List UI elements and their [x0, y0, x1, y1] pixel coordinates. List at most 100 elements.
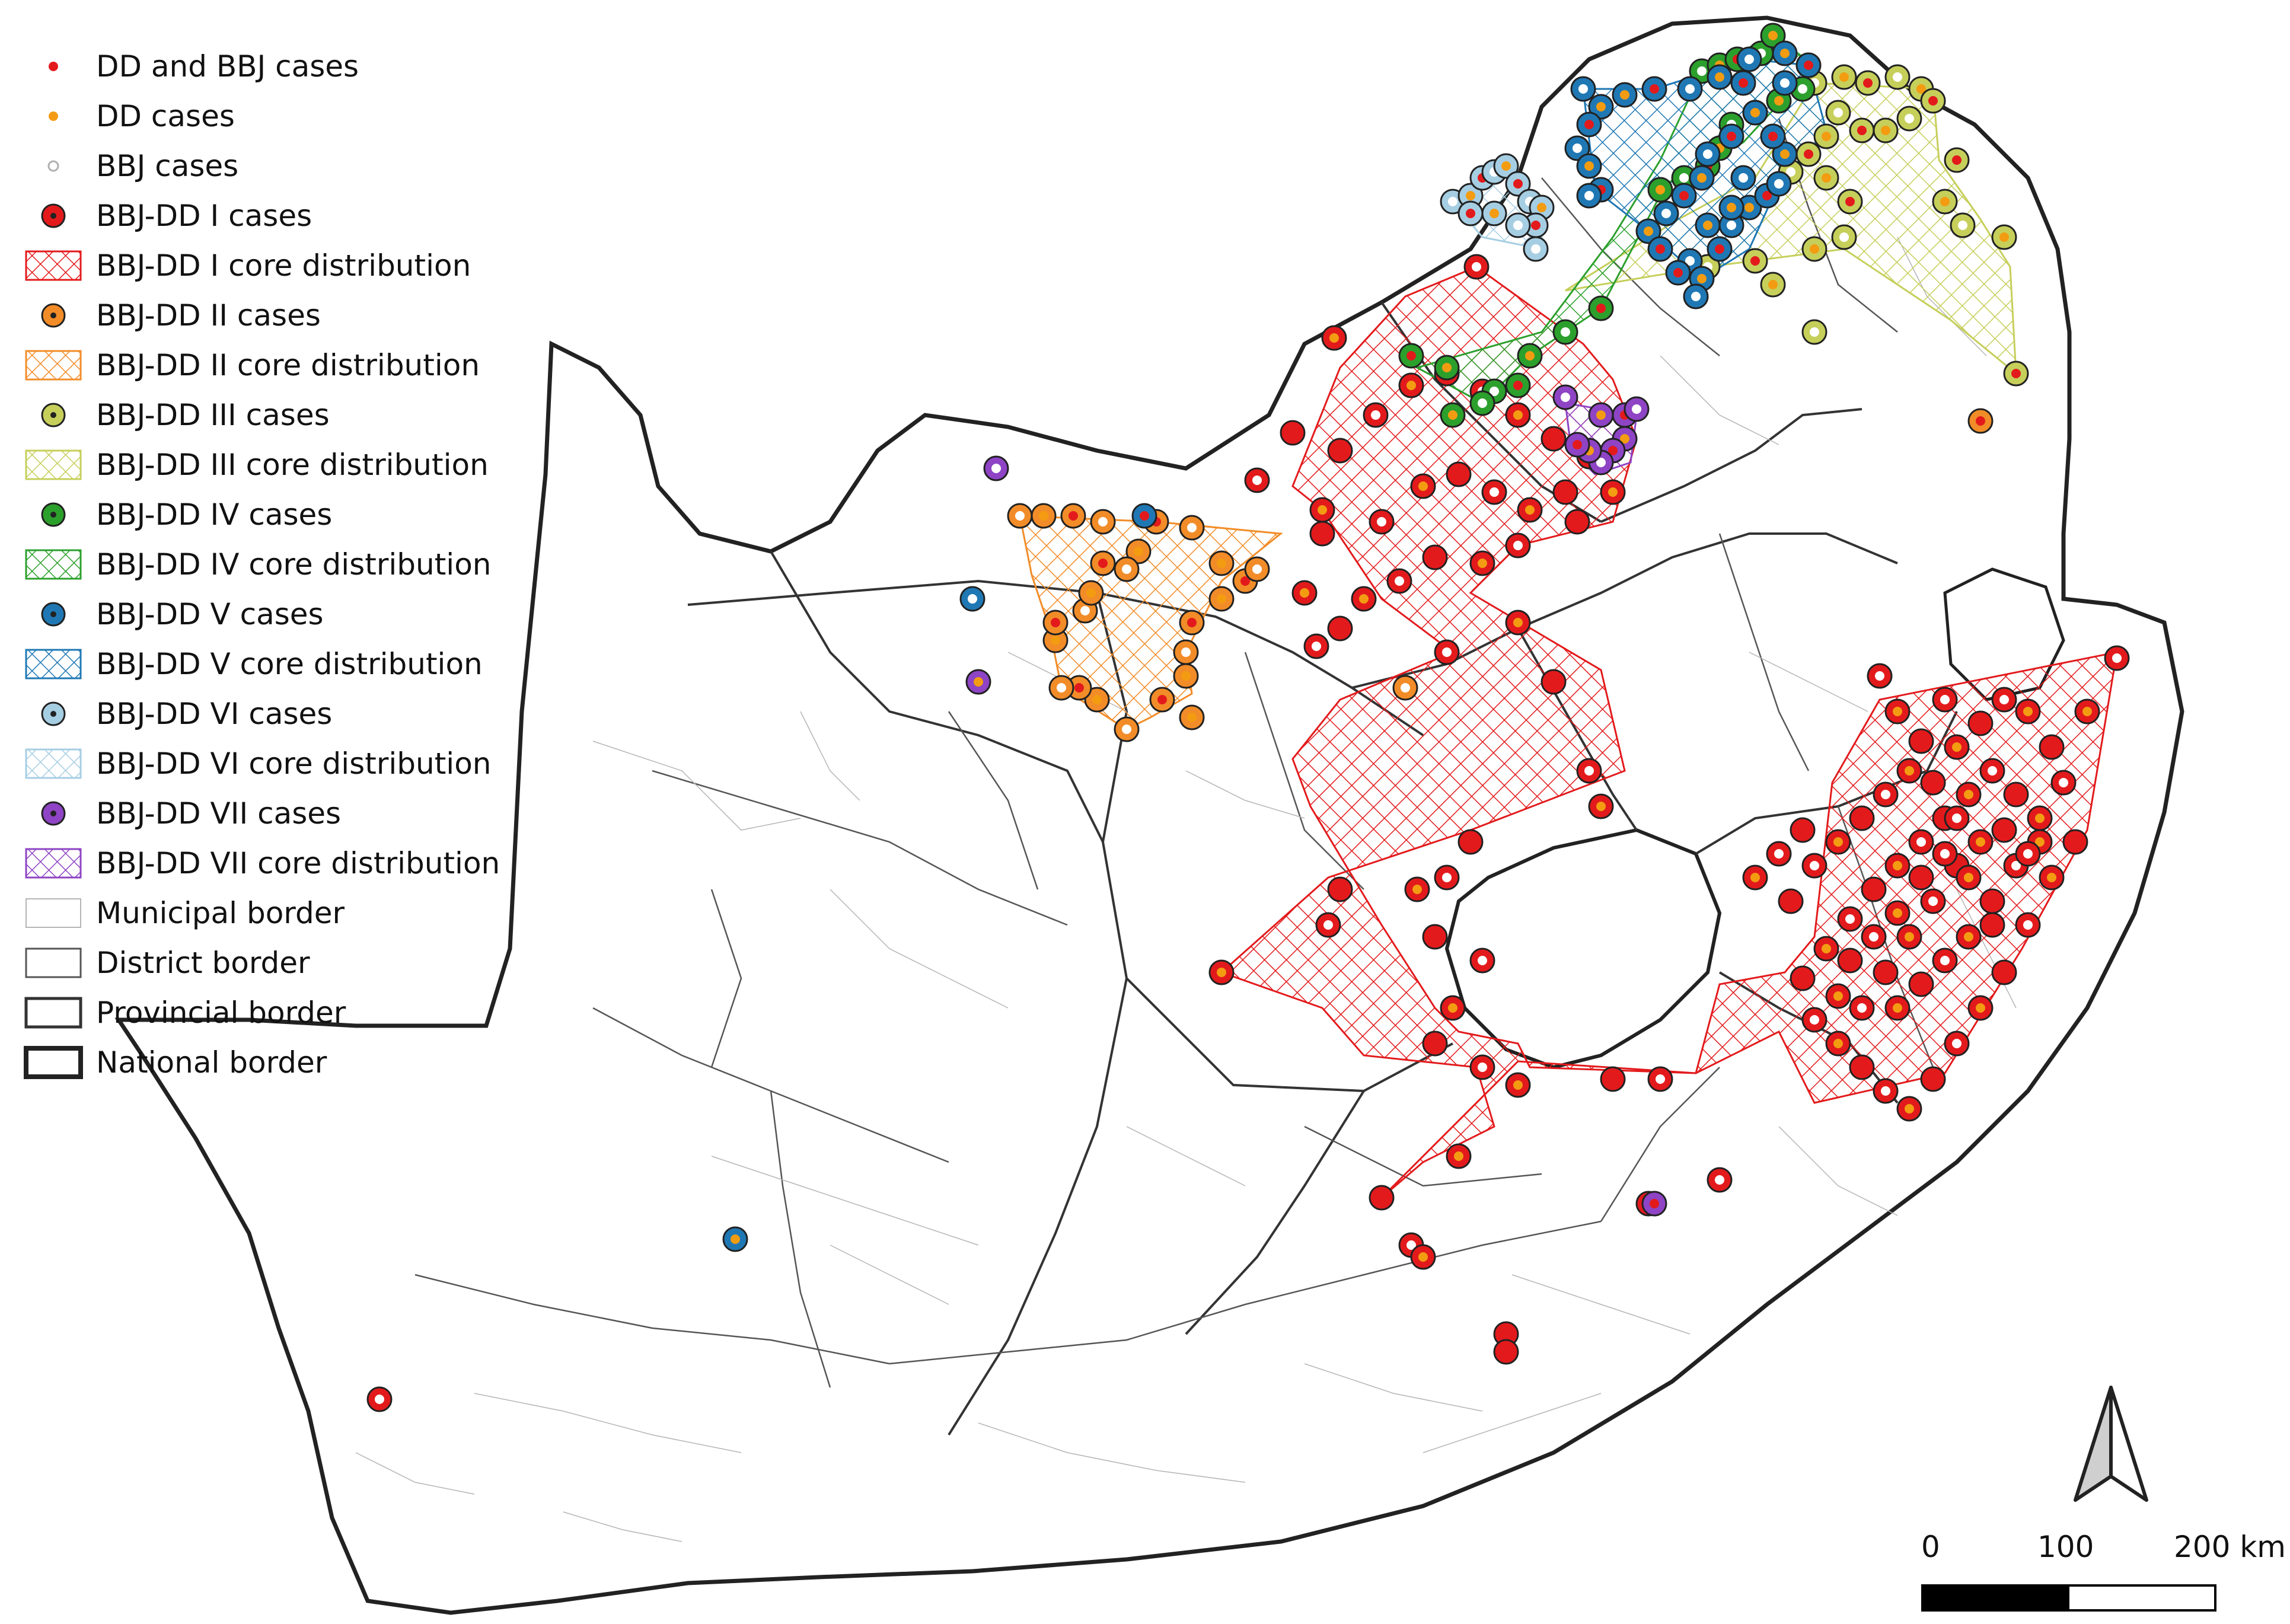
c3-case-center [1857, 126, 1867, 135]
c6-hatch-icon [25, 748, 82, 779]
c2-case-center [1181, 647, 1191, 657]
c2-case-center [1086, 588, 1096, 598]
c4-case-icon [41, 502, 66, 527]
c1-case-center [1513, 1080, 1523, 1090]
c1-case-center [1964, 932, 1973, 942]
c5-case-center [1750, 108, 1760, 117]
eswatini-border [1943, 567, 2065, 701]
legend-label-c6-cases: BBJ-DD VI cases [96, 697, 333, 731]
c7-case-center [1596, 458, 1606, 467]
c5-case-center [1780, 78, 1790, 88]
legend-item-municipal: Municipal border [24, 888, 528, 938]
c7-case-center [1608, 446, 1618, 455]
legend-label-c7-cases: BBJ-DD VII cases [96, 796, 342, 831]
c1-case-center [1916, 736, 1926, 746]
legend-label-c2-dist: BBJ-DD II core distribution [96, 348, 480, 382]
c1-case-center [1988, 920, 1997, 930]
c1-case-center [1940, 849, 1950, 859]
c5-case-center [1703, 221, 1712, 230]
c1-case-center [1318, 505, 1327, 515]
c1-case-center [1786, 896, 1795, 906]
c1-case-center [1406, 381, 1416, 390]
c5-case-center [1780, 149, 1790, 159]
c7-case-center [1620, 434, 1629, 444]
c3-case-center [1881, 126, 1890, 135]
c1-case-center [1395, 576, 1404, 586]
c7-case-center [1573, 440, 1582, 449]
c1-hatch-icon [25, 250, 82, 281]
c3-case-center [1839, 232, 1849, 242]
district-border-icon [25, 947, 82, 978]
c1-case-center [2059, 778, 2068, 787]
c6-case-center [1490, 209, 1499, 218]
c1-case-center [2011, 861, 2021, 870]
c3-case-center [1916, 84, 1926, 94]
c1-case-center [1845, 914, 1855, 924]
legend-item-c4-dist: BBJ-DD IV core distribution [24, 540, 528, 589]
legend-label-c3-cases: BBJ-DD III cases [96, 398, 330, 432]
c1-case-center [1869, 932, 1878, 942]
c2-case-center [1976, 416, 1985, 426]
c4-case-center [1656, 185, 1665, 194]
legend-label-c1-cases: BBJ-DD I cases [96, 199, 312, 233]
c1-case-center [1608, 1074, 1618, 1084]
c1-case-center [1513, 541, 1523, 550]
c6-case-center [1537, 203, 1546, 212]
c1-case-center [1525, 505, 1535, 515]
c6-case-center [1466, 191, 1475, 200]
c2-case-center [1098, 559, 1108, 568]
c1-case-markers [366, 254, 2130, 1412]
provincial-border-icon [24, 997, 82, 1029]
legend-item-c5-dist: BBJ-DD V core distribution [24, 639, 528, 689]
c5-case-center [1584, 191, 1594, 200]
c1-case-center [1916, 873, 1926, 882]
c5-case-center [1697, 274, 1707, 283]
c7-hatch-icon [25, 848, 82, 879]
c1-case-center [1952, 742, 1962, 752]
legend-item-national: National border [24, 1038, 528, 1087]
c1-case-center [1999, 825, 2009, 835]
c7-case-center [1650, 1199, 1659, 1208]
c5-case-center [1762, 191, 1772, 200]
c1-case-center [1608, 487, 1618, 497]
c3-case-center [1999, 232, 2009, 242]
c1-case-center [2047, 873, 2056, 882]
c2-case-center [1080, 606, 1090, 615]
c1-case-center [2035, 837, 2045, 847]
c1-case-center [1430, 932, 1440, 942]
legend-label-national: National border [96, 1045, 327, 1080]
c1-case-center [1501, 1347, 1511, 1357]
legend-label-c1-dist: BBJ-DD I core distribution [96, 248, 471, 283]
c2-case-center [1187, 713, 1197, 722]
c6-case-center [1531, 244, 1541, 254]
c3-case-center [1928, 96, 1938, 106]
c1-case-center [1584, 766, 1594, 776]
c1-case-center [1833, 1039, 1843, 1048]
c5-case-center [1727, 221, 1736, 230]
c1-case-center [1833, 991, 1843, 1001]
c2-case-center [1401, 683, 1410, 693]
c1-case-center [1442, 873, 1452, 882]
c1-case-center [1318, 529, 1327, 538]
c2-case-markers [1007, 408, 1994, 742]
c1-case-center [1798, 825, 1807, 835]
legend-label-c5-cases: BBJ-DD V cases [96, 597, 324, 631]
c1-case-center [2112, 653, 2122, 663]
c1-case-center [1964, 873, 1973, 882]
c2-case-center [1039, 511, 1048, 521]
c6-case-center [1513, 221, 1523, 230]
scale-bar-graphic [1921, 1584, 2216, 1612]
c3-case-center [1940, 197, 1950, 206]
c3-case-center [1810, 244, 1819, 254]
c1-case-center [1881, 790, 1890, 799]
c4-case-center [1525, 351, 1535, 360]
c2-case-center [1069, 511, 1078, 521]
c1-case-center [1964, 790, 1973, 799]
municipal-border-icon [25, 898, 81, 928]
c2-case-center [1092, 695, 1102, 704]
c6-case-markers [1440, 153, 1555, 262]
c5-case-center [1697, 173, 1707, 183]
c3-case-center [1786, 167, 1795, 177]
c1-case-center [1478, 1063, 1487, 1072]
